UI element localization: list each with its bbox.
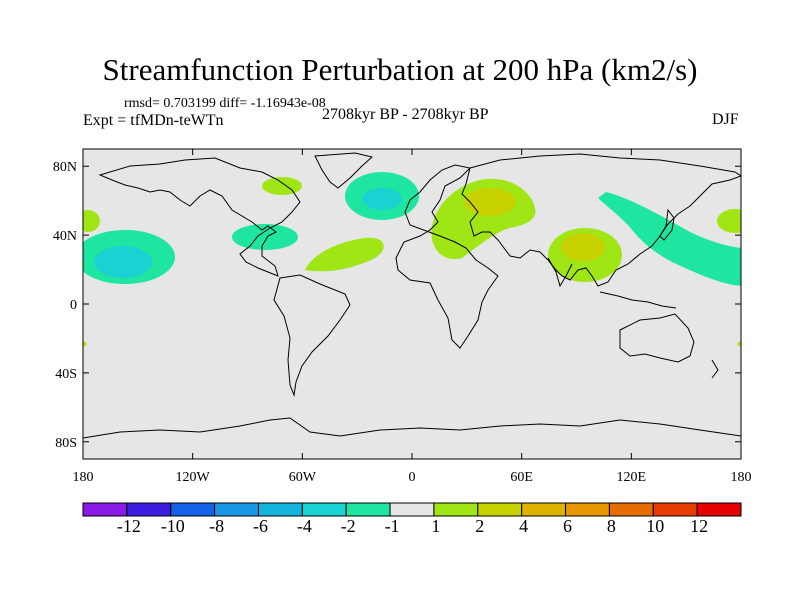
colorbar-label: -10 <box>161 516 185 536</box>
colorbar-label: 2 <box>475 516 484 536</box>
colorbar-swatch <box>301 502 347 517</box>
lat-tick-label: 80S <box>55 436 77 451</box>
anomaly-positive-eurasia-core <box>464 188 516 216</box>
coast-north-america <box>98 157 301 277</box>
colorbar-swatch <box>433 502 479 517</box>
lat-tick-label: 80N <box>53 160 77 175</box>
colorbar-swatch <box>214 502 259 517</box>
anomaly-negative-natlantic-core <box>362 188 402 210</box>
colorbar-swatch <box>170 502 216 517</box>
anomaly-speck-right <box>737 341 741 347</box>
colorbar-swatch <box>126 502 172 517</box>
experiment-label: Expt = tfMDn-teWTn <box>83 112 224 129</box>
coast-greenland <box>314 152 374 189</box>
anomaly-fields <box>83 172 741 347</box>
colorbar-label: -6 <box>253 516 268 536</box>
lon-tick-label: 120E <box>617 470 647 485</box>
anomaly-speck-left <box>83 341 87 347</box>
anomaly-positive-southasia-core <box>561 233 605 261</box>
coast-europe-africa <box>395 164 499 349</box>
map-title: Streamfunction Perturbation at 200 hPa (… <box>102 52 698 87</box>
lon-tick-label: 60E <box>510 470 533 485</box>
lat-tick-label: 40S <box>55 367 77 382</box>
coast-antarctica <box>83 417 741 439</box>
colorbar-swatch <box>389 502 435 517</box>
colorbar-swatch <box>565 502 610 517</box>
coast-new-zealand <box>711 359 719 379</box>
latitude-axis: 80N 40N 0 40S 80S <box>53 160 741 451</box>
coast-south-america <box>273 274 351 397</box>
stats-text: rmsd= 0.703199 diff= -1.16943e-08 <box>124 96 326 111</box>
colorbar-label: 12 <box>690 516 708 536</box>
colorbar-label: -1 <box>385 516 400 536</box>
colorbar-swatch <box>608 502 654 517</box>
colorbar-label: -2 <box>341 516 356 536</box>
colorbar-label: 10 <box>646 516 664 536</box>
coast-asia <box>461 153 741 287</box>
anomaly-negative-npacific-core <box>94 246 152 278</box>
colorbar-swatch <box>82 502 128 517</box>
season-label: DJF <box>712 111 739 128</box>
lon-tick-label: 120W <box>176 470 211 485</box>
lon-tick-label: 0 <box>409 470 416 485</box>
period-text: 2708kyr BP - 2708kyr BP <box>322 106 489 123</box>
coast-indonesia <box>599 291 677 309</box>
colorbar-label: -8 <box>209 516 224 536</box>
coast-india <box>547 257 573 288</box>
longitude-axis: 180 120W 60W 0 60E 120E 180 <box>73 149 752 485</box>
colorbar-swatch <box>652 502 698 517</box>
colorbar-label: 8 <box>607 516 616 536</box>
colorbar-swatch <box>477 502 523 517</box>
colorbar-swatch <box>696 502 742 517</box>
colorbar-swatch <box>257 502 303 517</box>
colorbar-label: 6 <box>563 516 572 536</box>
colorbar-label: -4 <box>297 516 312 536</box>
coast-japan <box>659 208 675 241</box>
colorbar-label: 4 <box>519 516 528 536</box>
lat-tick-label: 40N <box>53 229 77 244</box>
colorbar-swatch <box>345 502 391 517</box>
colorbar: -12 -10 -8 -6 -4 -2 -1 1 2 4 6 8 10 12 <box>82 502 742 536</box>
coastlines <box>83 152 741 439</box>
anomaly-positive-pacific-edge <box>83 210 100 232</box>
anomaly-positive-canada <box>262 177 302 195</box>
colorbar-label: -12 <box>117 516 141 536</box>
anomaly-negative-gulf <box>232 224 298 250</box>
colorbar-label: 1 <box>431 516 440 536</box>
lon-tick-label: 180 <box>73 470 94 485</box>
lat-tick-label: 0 <box>70 298 77 313</box>
anomaly-positive-dateline <box>717 209 741 233</box>
colorbar-swatch <box>521 502 567 517</box>
lon-tick-label: 60W <box>289 470 317 485</box>
anomaly-positive-atlantic <box>305 237 384 272</box>
anomaly-negative-nwpacific <box>598 192 741 286</box>
lon-tick-label: 180 <box>731 470 752 485</box>
coast-australia <box>619 313 695 363</box>
